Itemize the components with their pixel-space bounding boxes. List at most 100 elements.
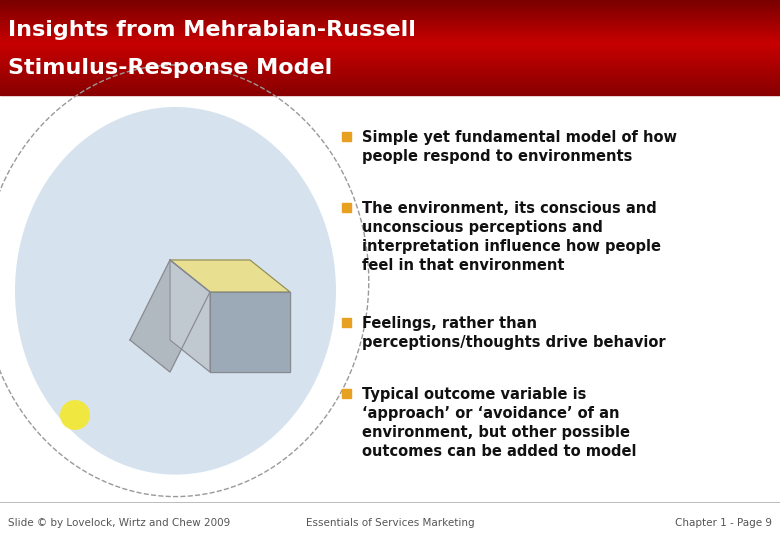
Bar	[0, 40, 780, 42]
Bar	[0, 30, 780, 31]
Bar	[0, 31, 780, 32]
Bar	[0, 10, 780, 11]
Bar	[0, 502, 780, 540]
Bar	[0, 89, 780, 90]
Bar	[0, 13, 780, 14]
Bar	[0, 44, 780, 45]
Ellipse shape	[15, 107, 336, 475]
Bar	[0, 46, 780, 48]
Bar	[0, 11, 780, 12]
Bar	[0, 66, 780, 68]
Bar	[0, 60, 780, 62]
Bar	[0, 28, 780, 29]
Polygon shape	[170, 260, 290, 292]
Bar	[0, 7, 780, 8]
Polygon shape	[130, 260, 210, 372]
Bar	[0, 16, 780, 17]
Bar	[0, 25, 780, 26]
Bar	[0, 19, 780, 20]
Bar	[0, 75, 780, 76]
Bar	[0, 91, 780, 93]
Bar	[342, 132, 351, 141]
Bar	[0, 69, 780, 70]
Bar	[0, 76, 780, 77]
Bar	[0, 26, 780, 28]
Bar	[0, 17, 780, 18]
Bar	[0, 79, 780, 81]
Bar	[0, 45, 780, 46]
Bar	[0, 48, 780, 49]
Bar	[0, 53, 780, 55]
Bar	[0, 22, 780, 23]
Bar	[0, 73, 780, 75]
Bar	[0, 4, 780, 5]
Bar	[0, 59, 780, 60]
Text: Insights from Mehrabian-Russell: Insights from Mehrabian-Russell	[8, 21, 416, 40]
Bar	[0, 84, 780, 85]
Bar	[0, 29, 780, 30]
Text: Chapter 1 - Page 9: Chapter 1 - Page 9	[675, 518, 772, 528]
Text: Typical outcome variable is
‘approach’ or ‘avoidance’ of an
environment, but oth: Typical outcome variable is ‘approach’ o…	[362, 387, 636, 460]
Bar	[0, 93, 780, 94]
Bar	[0, 1, 780, 2]
Bar	[0, 90, 780, 91]
Text: Simple yet fundamental model of how
people respond to environments: Simple yet fundamental model of how peop…	[362, 130, 677, 164]
Bar	[0, 50, 780, 51]
Text: The environment, its conscious and
unconscious perceptions and
interpretation in: The environment, its conscious and uncon…	[362, 201, 661, 273]
Bar	[0, 71, 780, 72]
Bar	[0, 77, 780, 78]
Bar	[0, 39, 780, 40]
Bar	[0, 18, 780, 19]
Bar	[0, 56, 780, 57]
Bar	[0, 72, 780, 73]
Bar	[0, 52, 780, 53]
Bar	[0, 83, 780, 84]
Bar	[0, 33, 780, 35]
Bar	[0, 23, 780, 24]
Bar	[0, 87, 780, 88]
Bar	[0, 68, 780, 69]
Bar	[0, 24, 780, 25]
Bar	[0, 38, 780, 39]
Bar	[0, 20, 780, 22]
Bar	[0, 32, 780, 33]
Bar	[0, 64, 780, 65]
Text: Slide © by Lovelock, Wirtz and Chew 2009: Slide © by Lovelock, Wirtz and Chew 2009	[8, 518, 230, 528]
Bar	[0, 0, 780, 1]
Bar	[0, 51, 780, 52]
Bar	[342, 318, 351, 327]
Bar	[0, 36, 780, 37]
Bar	[0, 35, 780, 36]
Bar	[0, 82, 780, 83]
Bar	[0, 94, 780, 95]
Bar	[0, 12, 780, 13]
Bar	[0, 63, 780, 64]
Bar	[0, 57, 780, 58]
Bar	[342, 203, 351, 212]
Bar	[0, 58, 780, 59]
Text: Feelings, rather than
perceptions/thoughts drive behavior: Feelings, rather than perceptions/though…	[362, 316, 665, 350]
Bar	[0, 8, 780, 10]
Bar	[0, 37, 780, 38]
Bar	[0, 6, 780, 7]
Bar	[0, 42, 780, 43]
Bar	[0, 78, 780, 79]
Circle shape	[60, 400, 90, 430]
Bar	[0, 43, 780, 44]
Polygon shape	[170, 260, 210, 372]
Bar	[0, 65, 780, 66]
Polygon shape	[210, 292, 290, 372]
Bar	[0, 62, 780, 63]
Bar	[342, 389, 351, 398]
Bar	[0, 14, 780, 16]
Text: Essentials of Services Marketing: Essentials of Services Marketing	[306, 518, 474, 528]
Bar	[0, 85, 780, 87]
Bar	[0, 5, 780, 6]
Bar	[0, 49, 780, 50]
Bar	[0, 55, 780, 56]
Bar	[0, 2, 780, 4]
Text: Stimulus-Response Model: Stimulus-Response Model	[8, 58, 332, 78]
Bar	[0, 81, 780, 82]
Bar	[0, 70, 780, 71]
Bar	[0, 88, 780, 89]
